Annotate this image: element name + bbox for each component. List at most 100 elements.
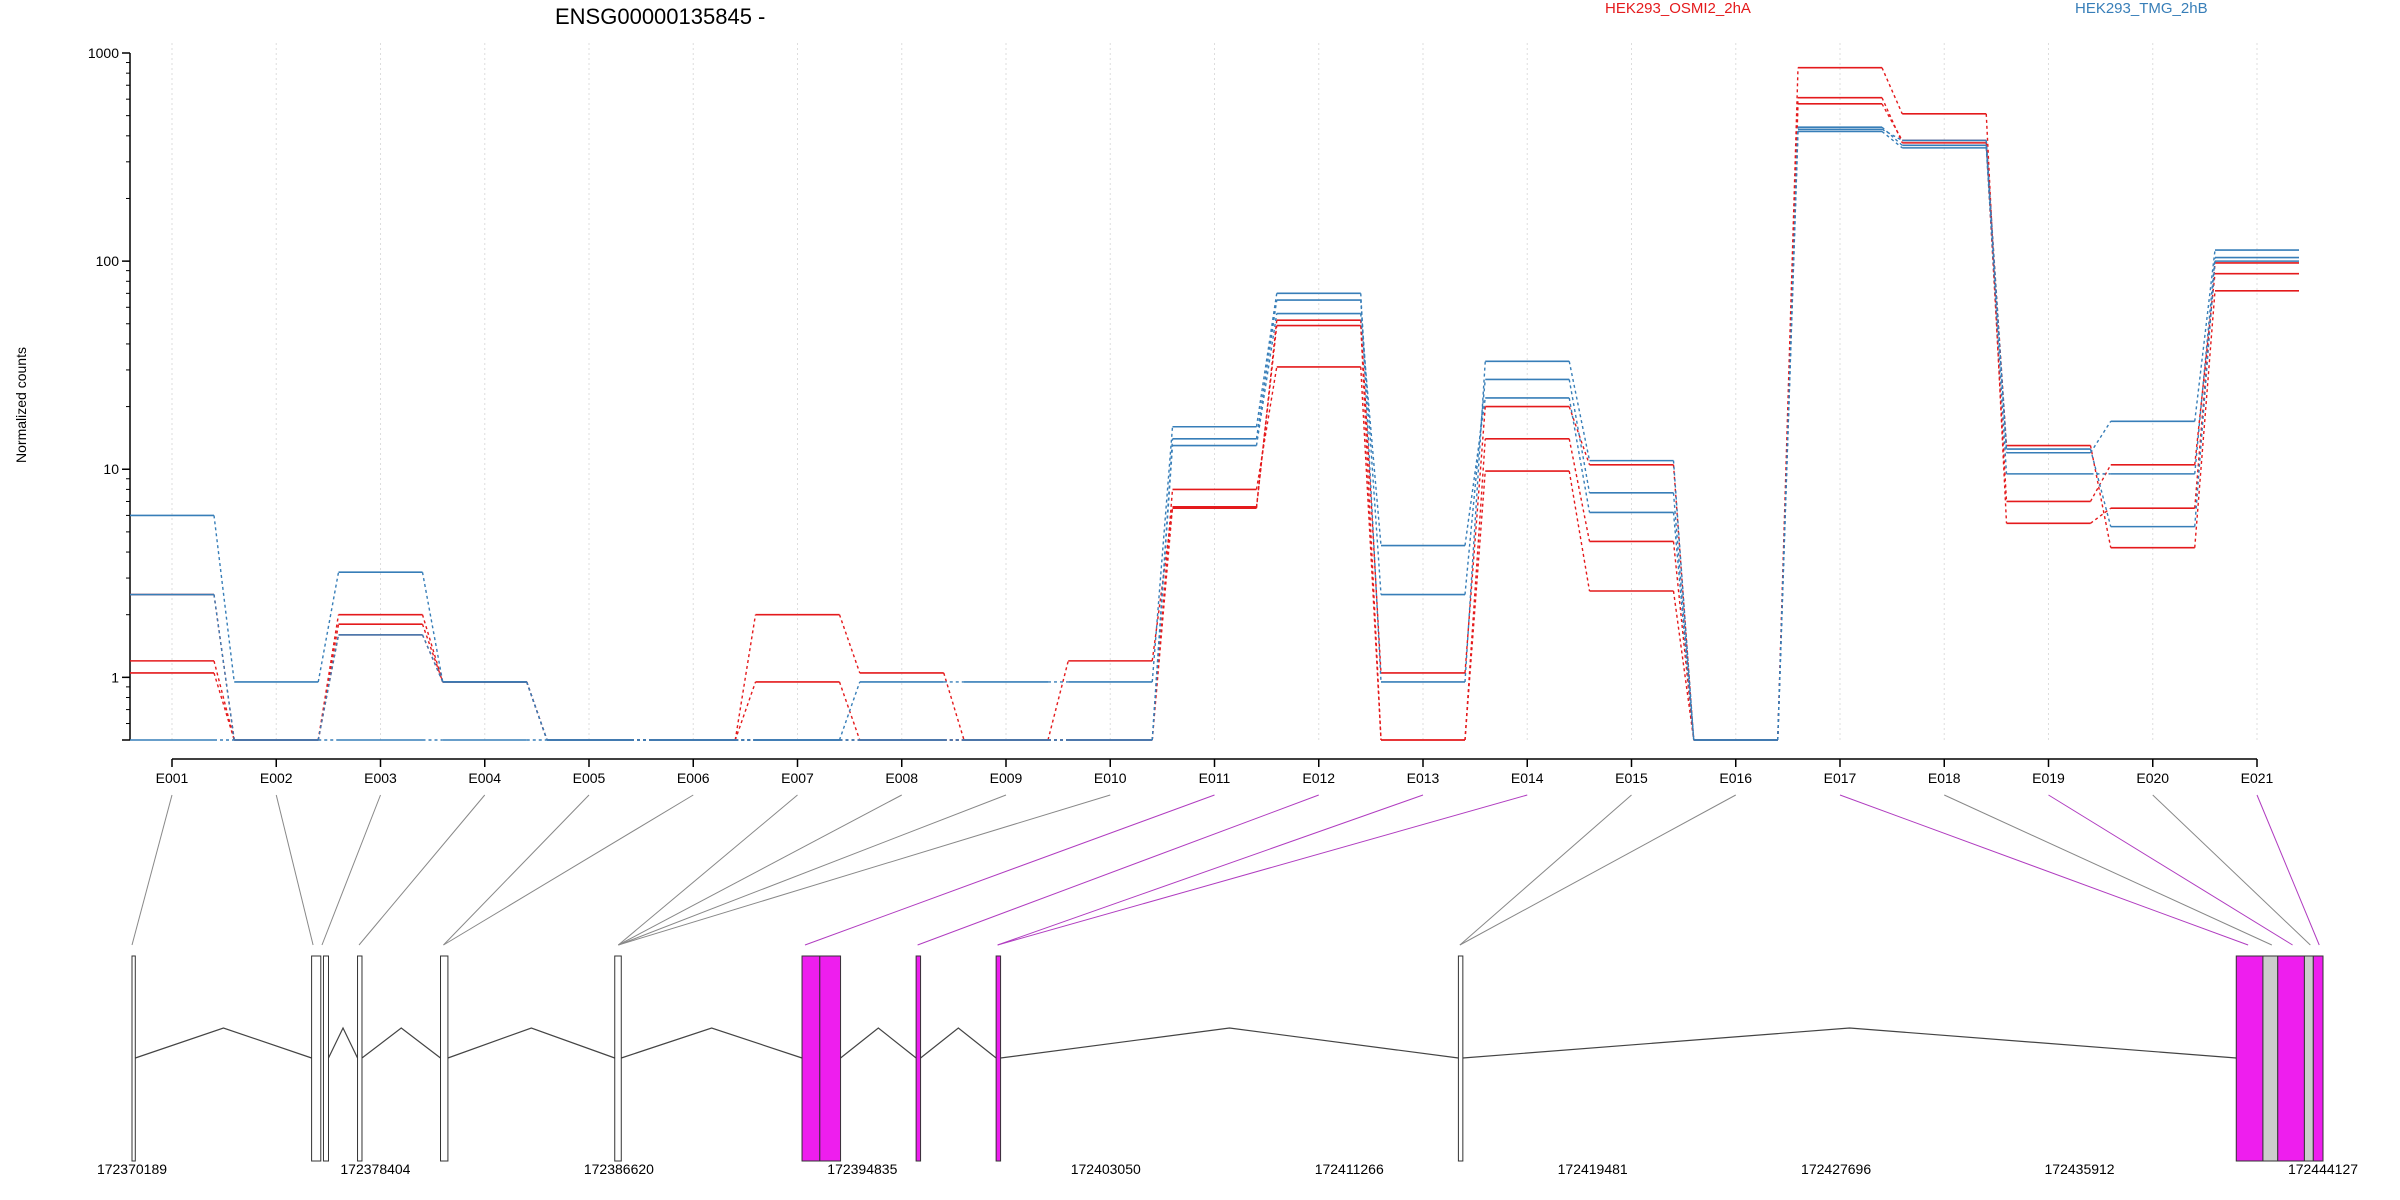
x-tick-label: E006 bbox=[677, 770, 710, 786]
series-connector bbox=[1360, 313, 1382, 546]
series-connector bbox=[1151, 426, 1174, 683]
series-connector bbox=[2194, 249, 2216, 422]
exon-connector bbox=[997, 794, 1424, 946]
y-axis: 1 10 100 1000 bbox=[88, 45, 131, 741]
series-lines bbox=[130, 66, 2299, 741]
series-connector bbox=[2089, 448, 2112, 527]
exon-connector bbox=[2048, 794, 2293, 946]
exon-block bbox=[2303, 955, 2314, 1162]
series-connector bbox=[1151, 445, 1174, 741]
x-tick-label: E008 bbox=[885, 770, 918, 786]
exon-connector bbox=[804, 794, 1215, 946]
exon-connector bbox=[443, 794, 590, 946]
exon-block bbox=[311, 955, 322, 1162]
series-connector bbox=[1985, 147, 2008, 474]
x-tick-label: E005 bbox=[573, 770, 606, 786]
exon-connector bbox=[131, 794, 173, 946]
exon-connector bbox=[1459, 794, 1632, 946]
series-connector bbox=[2194, 273, 2216, 465]
series-connector bbox=[1255, 313, 1278, 446]
series-connector bbox=[2194, 290, 2216, 548]
intron bbox=[361, 1027, 441, 1059]
exon-block bbox=[915, 955, 922, 1162]
coordinate-label: 172435912 bbox=[2045, 1161, 2115, 1177]
series-connector bbox=[1464, 471, 1486, 741]
y-tick-label: 10 bbox=[103, 461, 119, 477]
coordinate-label: 172444127 bbox=[2288, 1161, 2358, 1177]
series-connector bbox=[1881, 130, 1903, 149]
series-connector bbox=[1568, 470, 1591, 592]
coordinate-label: 172370189 bbox=[97, 1161, 167, 1177]
series-connector bbox=[2194, 262, 2216, 509]
exon-connector bbox=[275, 794, 314, 946]
series-connector bbox=[1881, 103, 1903, 141]
y-axis-label: Normalized counts bbox=[13, 347, 29, 463]
x-tick-label: E019 bbox=[2032, 770, 2065, 786]
exon-connector bbox=[358, 794, 486, 946]
series-connector bbox=[2089, 464, 2112, 502]
series-connector bbox=[1985, 145, 2008, 450]
series-connector bbox=[1360, 300, 1382, 595]
x-tick-label: E015 bbox=[1615, 770, 1648, 786]
series-connector bbox=[838, 681, 861, 741]
exon-connector bbox=[443, 794, 694, 946]
series-connector bbox=[1360, 293, 1382, 683]
series-connector bbox=[1047, 660, 1069, 741]
exon-block bbox=[819, 955, 842, 1162]
exon-block bbox=[995, 955, 1002, 1162]
chart-title: ENSG00000135845 - bbox=[555, 4, 765, 29]
series-connector bbox=[1255, 293, 1278, 427]
series-connector bbox=[1568, 379, 1591, 493]
exon-connector bbox=[617, 794, 798, 946]
x-tick-label: E002 bbox=[260, 770, 293, 786]
x-tick-label: E001 bbox=[156, 770, 189, 786]
x-tick-label: E014 bbox=[1511, 770, 1544, 786]
intron bbox=[1000, 1027, 1459, 1059]
coordinate-label: 172386620 bbox=[584, 1161, 654, 1177]
series-connector bbox=[734, 681, 757, 741]
series-connector bbox=[1360, 325, 1382, 741]
exon-block bbox=[2277, 955, 2305, 1162]
series-connector bbox=[1568, 361, 1591, 461]
intron bbox=[920, 1027, 997, 1059]
exon-block bbox=[131, 955, 136, 1162]
exon-connector bbox=[2152, 794, 2311, 946]
series-connector bbox=[1568, 406, 1591, 466]
intron bbox=[327, 1026, 359, 1059]
exon-block bbox=[2235, 955, 2264, 1162]
exon-connector bbox=[618, 794, 902, 946]
x-tick-label: E018 bbox=[1928, 770, 1961, 786]
exon-connector bbox=[1839, 794, 2249, 946]
series-connector bbox=[838, 614, 861, 674]
exon-block bbox=[440, 955, 449, 1162]
intron bbox=[1462, 1027, 2237, 1059]
series-connector bbox=[1464, 379, 1486, 595]
exon-connector bbox=[997, 794, 1528, 946]
series-connector bbox=[421, 572, 444, 683]
exon-block bbox=[2312, 955, 2324, 1162]
series-connector bbox=[2089, 420, 2112, 454]
series-connector bbox=[1672, 512, 1695, 741]
exon-block bbox=[801, 955, 821, 1162]
series-connector bbox=[1672, 460, 1695, 741]
series-connector bbox=[1777, 127, 1799, 741]
series-connector bbox=[213, 515, 235, 683]
coordinate-label: 172411266 bbox=[1315, 1161, 1384, 1177]
x-tick-label: E007 bbox=[781, 770, 814, 786]
series-connector bbox=[421, 623, 444, 683]
exon-connectors bbox=[131, 794, 2320, 946]
exon-connector bbox=[1944, 794, 2273, 946]
y-tick-label: 1 bbox=[111, 669, 119, 685]
exon-connector bbox=[2256, 794, 2320, 946]
exon-connector bbox=[618, 794, 1007, 946]
x-tick-label: E013 bbox=[1407, 770, 1440, 786]
genomic-coordinate-axis: 172370189 172378404 172386620 172394835 1724… bbox=[97, 1161, 2358, 1177]
series-connector bbox=[1151, 506, 1174, 741]
x-tick-label: E003 bbox=[364, 770, 397, 786]
x-tick-label: E009 bbox=[990, 770, 1023, 786]
series-connector bbox=[1672, 590, 1695, 741]
series-connector bbox=[943, 672, 965, 741]
series-connector bbox=[1568, 397, 1591, 513]
x-tick-label: E011 bbox=[1199, 770, 1231, 786]
